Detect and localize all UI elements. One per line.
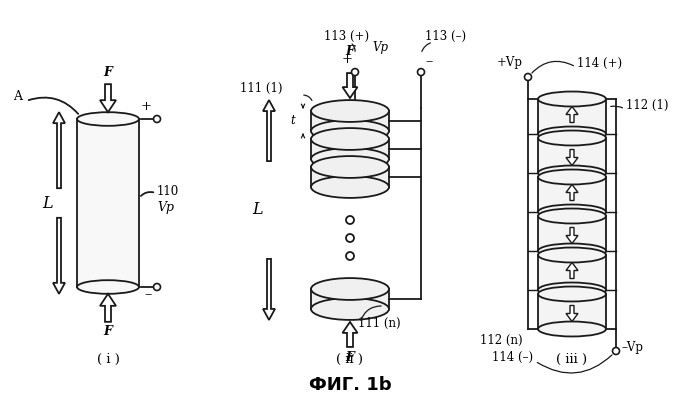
Text: 111 (1): 111 (1)	[240, 82, 283, 95]
Polygon shape	[566, 227, 578, 243]
Text: L: L	[252, 202, 264, 218]
Text: –Vp: –Vp	[621, 341, 643, 353]
Polygon shape	[100, 84, 116, 112]
Polygon shape	[538, 255, 606, 290]
Polygon shape	[538, 216, 606, 251]
Text: 113 (–): 113 (–)	[426, 30, 466, 43]
Text: A: A	[13, 91, 22, 104]
Ellipse shape	[311, 298, 389, 320]
Circle shape	[524, 73, 531, 81]
Polygon shape	[311, 289, 389, 309]
Polygon shape	[311, 139, 389, 159]
Ellipse shape	[538, 322, 606, 337]
Polygon shape	[263, 259, 275, 320]
Circle shape	[352, 69, 359, 75]
Polygon shape	[263, 100, 275, 161]
Ellipse shape	[538, 243, 606, 258]
Circle shape	[417, 69, 424, 75]
Ellipse shape	[538, 131, 606, 145]
Ellipse shape	[538, 170, 606, 185]
Text: 114 (+): 114 (+)	[577, 57, 622, 70]
Polygon shape	[538, 294, 606, 329]
Polygon shape	[566, 262, 578, 279]
Ellipse shape	[311, 278, 389, 300]
Ellipse shape	[538, 127, 606, 141]
Polygon shape	[77, 119, 139, 287]
Circle shape	[154, 283, 161, 291]
Text: Vp: Vp	[372, 41, 388, 54]
Text: Vp: Vp	[157, 201, 174, 214]
Ellipse shape	[311, 120, 389, 142]
Ellipse shape	[538, 283, 606, 297]
Circle shape	[346, 252, 354, 260]
Text: 112 (1): 112 (1)	[626, 99, 668, 112]
Text: –: –	[144, 287, 152, 301]
Text: ( iii ): ( iii )	[556, 353, 588, 366]
Ellipse shape	[538, 287, 606, 301]
Ellipse shape	[311, 156, 389, 178]
Ellipse shape	[311, 148, 389, 170]
Ellipse shape	[538, 166, 606, 181]
Text: t: t	[290, 114, 295, 127]
Ellipse shape	[311, 128, 389, 150]
Text: F: F	[103, 66, 113, 79]
Text: 112 (n): 112 (n)	[480, 334, 523, 347]
Circle shape	[346, 216, 354, 224]
Polygon shape	[100, 294, 116, 322]
Text: L: L	[43, 195, 53, 212]
Text: +: +	[140, 100, 152, 113]
Polygon shape	[566, 150, 578, 166]
Ellipse shape	[77, 280, 139, 294]
Text: F: F	[345, 45, 354, 58]
Polygon shape	[538, 99, 606, 134]
Text: ( i ): ( i )	[96, 353, 120, 366]
Ellipse shape	[538, 204, 606, 220]
Ellipse shape	[538, 92, 606, 106]
Ellipse shape	[77, 112, 139, 126]
Ellipse shape	[311, 176, 389, 198]
Polygon shape	[311, 167, 389, 187]
Ellipse shape	[311, 100, 389, 122]
Polygon shape	[53, 112, 65, 188]
Text: 114 (–): 114 (–)	[492, 351, 533, 364]
Polygon shape	[566, 306, 578, 322]
Text: +: +	[342, 53, 352, 66]
Polygon shape	[566, 106, 578, 123]
Ellipse shape	[538, 208, 606, 224]
Text: F: F	[103, 325, 113, 338]
Polygon shape	[538, 138, 606, 173]
Circle shape	[346, 234, 354, 242]
Text: +Vp: +Vp	[497, 56, 523, 69]
Polygon shape	[53, 218, 65, 294]
Circle shape	[154, 116, 161, 123]
Polygon shape	[343, 322, 357, 347]
Text: ФИГ. 1b: ФИГ. 1b	[309, 376, 391, 394]
Polygon shape	[311, 111, 389, 131]
Text: 113 (+): 113 (+)	[324, 30, 370, 43]
Polygon shape	[566, 185, 578, 200]
Polygon shape	[343, 73, 357, 98]
Ellipse shape	[538, 247, 606, 262]
Text: 111 (n): 111 (n)	[358, 317, 401, 330]
Text: ( ii ): ( ii )	[336, 353, 363, 366]
Text: F: F	[345, 351, 354, 364]
Circle shape	[612, 347, 619, 355]
Polygon shape	[538, 177, 606, 212]
Text: –: –	[425, 54, 433, 68]
Text: 110: 110	[157, 185, 179, 198]
